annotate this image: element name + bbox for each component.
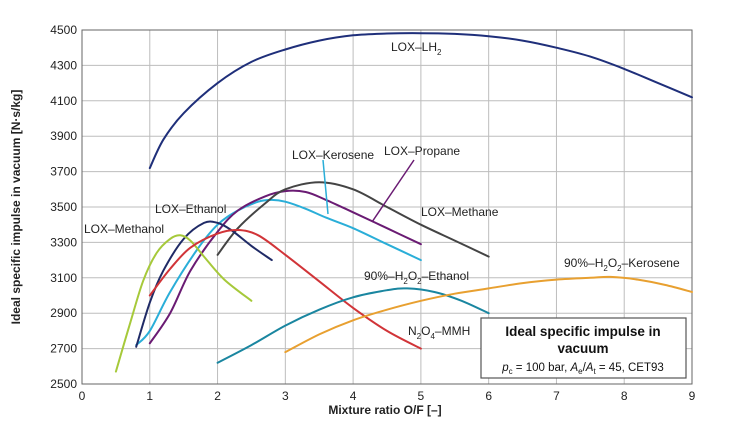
propane-leader bbox=[371, 159, 415, 223]
x-axis-label: Mixture ratio O/F [–] bbox=[328, 403, 441, 417]
kerosene-leader bbox=[322, 159, 329, 215]
label-h2o2-ethanol: 90%–H2O2–Ethanol bbox=[364, 269, 469, 286]
x-tick-label: 7 bbox=[553, 389, 560, 403]
series-line-n2o4-mmh bbox=[148, 228, 422, 350]
series-line-lox-methane bbox=[216, 181, 490, 258]
y-tick-label: 4300 bbox=[50, 58, 77, 72]
series-line-lox-ethanol bbox=[135, 220, 273, 348]
x-tick-label: 6 bbox=[485, 389, 492, 403]
label-lox-ethanol: LOX–Ethanol bbox=[155, 202, 226, 216]
series-line-lox-lh2 bbox=[148, 32, 693, 170]
series-line-90-h2o2-kerosene bbox=[284, 275, 693, 354]
y-tick-label: 2700 bbox=[50, 342, 77, 356]
x-tick-label: 4 bbox=[350, 389, 357, 403]
label-n2o4-mmh: N2O4–MMH bbox=[408, 324, 470, 341]
y-tick-label: 2900 bbox=[50, 306, 77, 320]
conditions-note: Ideal specific impulse in vacuum pc = 10… bbox=[480, 317, 687, 379]
x-tick-label: 9 bbox=[689, 389, 696, 403]
series-curves bbox=[114, 32, 693, 373]
note-box bbox=[480, 317, 687, 379]
label-lox-methanol: LOX–Methanol bbox=[84, 222, 164, 236]
label-h2o2-kerosene: 90%–H2O2–Kerosene bbox=[564, 256, 680, 273]
y-tick-label: 3500 bbox=[50, 200, 77, 214]
series-line-lox-methanol bbox=[114, 234, 253, 373]
x-tick-label: 8 bbox=[621, 389, 628, 403]
y-axis-label: Ideal specific impulse in vacuum [N·s/kg… bbox=[9, 90, 23, 325]
plot-frame bbox=[81, 29, 693, 385]
x-tick-label: 1 bbox=[146, 389, 153, 403]
note-title-line2: vacuum bbox=[557, 341, 608, 356]
label-lox-propane: LOX–Propane bbox=[384, 144, 460, 158]
y-tick-label: 4500 bbox=[50, 23, 77, 37]
y-tick-label: 3100 bbox=[50, 271, 77, 285]
note-conditions: pc = 100 bar, Ae/At = 45, CET93 bbox=[501, 362, 664, 376]
label-lox-lh2: LOX–LH2 bbox=[391, 40, 442, 57]
x-tick-label: 5 bbox=[418, 389, 425, 403]
x-tick-labels: 0 1 2 3 4 5 6 7 8 9 bbox=[79, 389, 696, 403]
series-line-lox-propane bbox=[148, 189, 422, 345]
y-tick-label: 2500 bbox=[50, 377, 77, 391]
x-tick-label: 0 bbox=[79, 389, 86, 403]
y-tick-label: 3900 bbox=[50, 129, 77, 143]
label-lox-methane: LOX–Methane bbox=[421, 205, 499, 219]
series-line-lox-kerosene bbox=[135, 198, 422, 347]
x-tick-label: 3 bbox=[282, 389, 289, 403]
y-tick-label: 3700 bbox=[50, 165, 77, 179]
note-title-line1: Ideal specific impulse in bbox=[505, 324, 660, 339]
y-tick-label: 4100 bbox=[50, 94, 77, 108]
y-tick-label: 3300 bbox=[50, 235, 77, 249]
y-tick-labels: 2500 2700 2900 3100 3300 3500 3700 3900 4100 4300… bbox=[50, 23, 77, 391]
label-lox-kerosene: LOX–Kerosene bbox=[292, 148, 374, 162]
x-tick-label: 2 bbox=[214, 389, 221, 403]
